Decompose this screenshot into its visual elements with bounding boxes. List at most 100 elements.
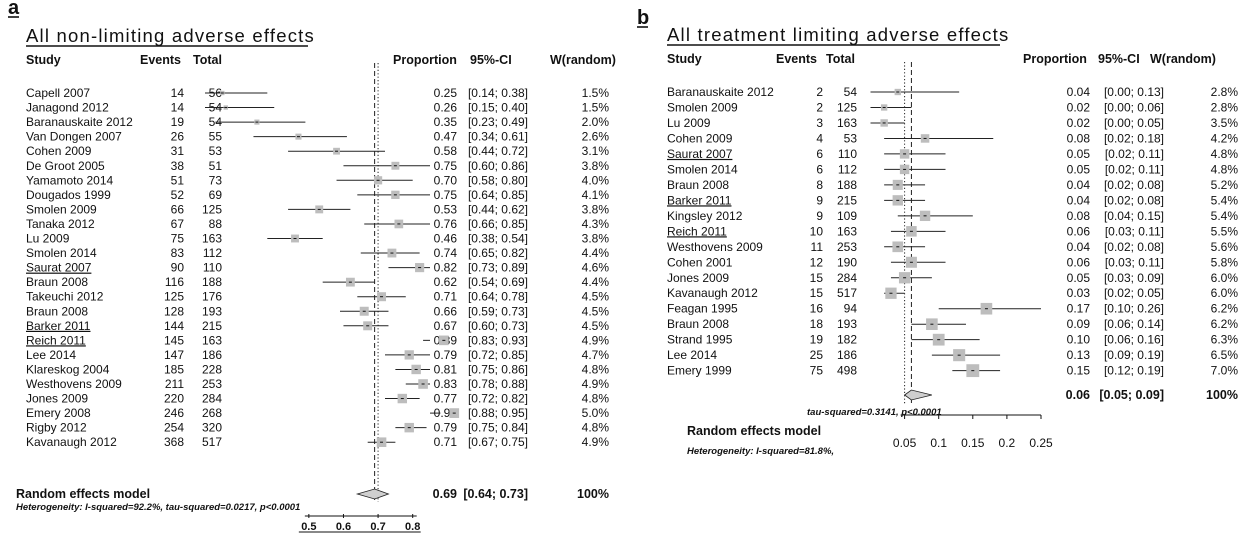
total-value: 73	[209, 173, 223, 187]
weight-value: 5.6%	[1211, 240, 1239, 254]
header-proportion: Proportion	[393, 53, 457, 67]
ci-value: [0.75; 0.84]	[468, 421, 528, 435]
study-name: Cohen 2009	[667, 131, 733, 145]
events-value: 18	[810, 317, 824, 331]
header-study: Study	[26, 53, 61, 67]
weight-value: 3.1%	[582, 144, 610, 158]
events-value: 368	[164, 435, 184, 449]
panel-letter: b	[637, 7, 649, 29]
proportion-value: 0.79	[434, 348, 458, 362]
proportion-value: 0.10	[1067, 333, 1091, 347]
x-tick-label: 0.6	[336, 521, 351, 533]
header-weight: W(random)	[1150, 52, 1216, 66]
total-value: 268	[202, 406, 222, 420]
study-name: Braun 2008	[667, 317, 729, 331]
total-value: 88	[209, 217, 223, 231]
events-value: 90	[171, 261, 185, 275]
total-value: 163	[202, 232, 222, 246]
study-name: Lee 2014	[667, 348, 717, 362]
proportion-value: 0.15	[1067, 364, 1091, 378]
header-ci: 95%-CI	[470, 53, 512, 67]
ci-value: [0.58; 0.80]	[468, 173, 528, 187]
events-value: 38	[171, 159, 185, 173]
events-value: 14	[171, 86, 185, 100]
ci-value: [0.03; 0.09]	[1104, 271, 1164, 285]
study-name: Smolen 2014	[667, 162, 738, 176]
study-name: Jones 2009	[667, 271, 729, 285]
total-value: 125	[837, 100, 857, 114]
study-name: Kingsley 2012	[667, 209, 743, 223]
proportion-value: 0.25	[434, 86, 458, 100]
total-value: 186	[202, 348, 222, 362]
weight-value: 3.8%	[582, 202, 610, 216]
weight-value: 4.5%	[582, 304, 610, 318]
weight-value: 4.6%	[582, 261, 610, 275]
ci-value: [0.09; 0.19]	[1104, 348, 1164, 362]
events-value: 8	[816, 178, 823, 192]
study-name: Takeuchi 2012	[26, 290, 104, 304]
total-value: 186	[837, 348, 857, 362]
events-value: 3	[816, 116, 823, 130]
model-ci: [0.05; 0.09]	[1099, 388, 1164, 402]
weight-value: 4.8%	[582, 392, 610, 406]
total-value: 193	[837, 317, 857, 331]
proportion-value: 0.67	[434, 319, 458, 333]
events-value: 75	[810, 364, 824, 378]
ci-value: [0.34; 0.61]	[468, 130, 528, 144]
study-name: Reich 2011	[667, 224, 727, 238]
events-value: 12	[810, 255, 824, 269]
ci-value: [0.06; 0.16]	[1104, 333, 1164, 347]
proportion-value: 0.75	[434, 188, 458, 202]
ci-value: [0.75; 0.86]	[468, 362, 528, 376]
header-total: Total	[193, 53, 222, 67]
study-name: Westhovens 2009	[667, 240, 763, 254]
model-proportion: 0.06	[1066, 388, 1090, 402]
ci-value: [0.72; 0.85]	[468, 348, 528, 362]
events-value: 10	[810, 224, 824, 238]
total-value: 54	[844, 85, 858, 99]
proportion-value: 0.71	[434, 435, 458, 449]
weight-value: 5.8%	[1211, 255, 1239, 269]
total-value: 284	[837, 271, 857, 285]
ci-value: [0.15; 0.40]	[468, 101, 528, 115]
weight-value: 4.8%	[582, 362, 610, 376]
x-tick-label: 0.1	[930, 436, 947, 450]
events-value: 185	[164, 362, 184, 376]
x-tick-label: 0.05	[893, 436, 917, 450]
events-value: 51	[171, 173, 185, 187]
panel-title: All treatment limiting adverse effects	[667, 24, 1009, 45]
ci-value: [0.73; 0.89]	[468, 261, 528, 275]
events-value: 9	[816, 193, 823, 207]
proportion-value: 0.08	[1067, 131, 1091, 145]
study-name: Cohen 2001	[667, 255, 733, 269]
study-name: Saurat 2007	[667, 147, 733, 161]
weight-value: 6.5%	[1211, 348, 1239, 362]
ci-value: [0.02; 0.08]	[1104, 178, 1164, 192]
events-value: 128	[164, 304, 184, 318]
study-name: Emery 1999	[667, 364, 732, 378]
events-value: 145	[164, 333, 184, 347]
ci-value: [0.78; 0.88]	[468, 377, 528, 391]
header-events: Events	[140, 53, 181, 67]
proportion-value: 0.26	[434, 101, 458, 115]
weight-value: 5.5%	[1211, 224, 1239, 238]
events-value: 52	[171, 188, 185, 202]
events-value: 147	[164, 348, 184, 362]
ci-value: [0.12; 0.19]	[1104, 364, 1164, 378]
proportion-value: 0.74	[434, 246, 458, 260]
weight-value: 5.4%	[1211, 209, 1239, 223]
weight-value: 2.6%	[582, 130, 610, 144]
events-value: 31	[171, 144, 185, 158]
weight-value: 2.8%	[1211, 100, 1239, 114]
ci-value: [0.02; 0.11]	[1105, 162, 1164, 176]
weight-value: 6.2%	[1211, 302, 1239, 316]
study-name: Strand 1995	[667, 333, 733, 347]
study-name: Capell 2007	[26, 86, 90, 100]
weight-value: 6.0%	[1211, 286, 1239, 300]
weight-value: 5.2%	[1211, 178, 1239, 192]
x-tick-label: 0.8	[405, 521, 420, 533]
events-value: 211	[165, 377, 184, 391]
proportion-value: 0.66	[434, 304, 458, 318]
study-name: Janagond 2012	[26, 101, 109, 115]
weight-value: 7.0%	[1211, 364, 1239, 378]
